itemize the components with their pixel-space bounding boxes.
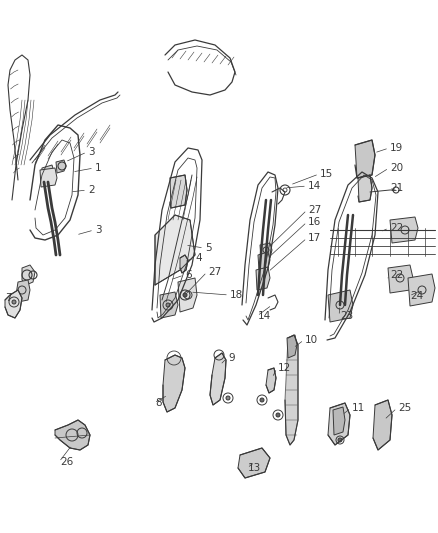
Polygon shape [285, 335, 298, 445]
Polygon shape [266, 368, 276, 393]
Polygon shape [408, 274, 435, 306]
Circle shape [276, 413, 280, 417]
Text: 6: 6 [185, 270, 192, 280]
Text: 17: 17 [308, 233, 321, 243]
Polygon shape [163, 355, 185, 412]
Polygon shape [5, 290, 22, 318]
Text: 5: 5 [205, 243, 212, 253]
Circle shape [166, 303, 170, 307]
Circle shape [12, 300, 16, 304]
Text: 18: 18 [230, 290, 243, 300]
Text: 14: 14 [308, 181, 321, 191]
Polygon shape [256, 267, 270, 290]
Text: 7: 7 [5, 293, 12, 303]
Circle shape [338, 438, 342, 442]
Text: 4: 4 [195, 253, 201, 263]
Circle shape [260, 398, 264, 402]
Polygon shape [160, 292, 178, 318]
Polygon shape [56, 160, 66, 173]
Text: 2: 2 [88, 185, 95, 195]
Polygon shape [41, 165, 54, 182]
Text: 24: 24 [410, 291, 423, 301]
Polygon shape [355, 140, 375, 178]
Text: 25: 25 [398, 403, 411, 413]
Text: 21: 21 [390, 183, 403, 193]
Polygon shape [328, 290, 353, 322]
Text: 14: 14 [258, 311, 271, 321]
Text: 22: 22 [390, 223, 403, 233]
Text: 15: 15 [320, 169, 333, 179]
Polygon shape [390, 217, 418, 243]
Text: 16: 16 [308, 217, 321, 227]
Polygon shape [210, 353, 226, 405]
Text: 23: 23 [340, 311, 353, 321]
Polygon shape [333, 407, 345, 435]
Polygon shape [155, 215, 195, 285]
Circle shape [183, 293, 187, 297]
Polygon shape [388, 265, 413, 293]
Polygon shape [328, 403, 350, 445]
Polygon shape [260, 243, 272, 260]
Text: 12: 12 [278, 363, 291, 373]
Polygon shape [16, 280, 30, 302]
Text: 8: 8 [155, 398, 162, 408]
Text: 3: 3 [88, 147, 95, 157]
Polygon shape [40, 168, 57, 187]
Text: 1: 1 [95, 163, 102, 173]
Polygon shape [170, 175, 187, 208]
Polygon shape [358, 175, 372, 202]
Text: 20: 20 [390, 163, 403, 173]
Polygon shape [55, 420, 90, 450]
Polygon shape [180, 255, 188, 273]
Polygon shape [238, 448, 270, 478]
Text: 19: 19 [390, 143, 403, 153]
Text: 22: 22 [390, 270, 403, 280]
Polygon shape [373, 400, 392, 450]
Polygon shape [178, 278, 197, 312]
Circle shape [226, 396, 230, 400]
Text: 10: 10 [305, 335, 318, 345]
Polygon shape [22, 265, 35, 285]
Polygon shape [258, 252, 270, 270]
Text: 13: 13 [248, 463, 261, 473]
Text: 9: 9 [228, 353, 235, 363]
Text: 27: 27 [308, 205, 321, 215]
Text: 11: 11 [352, 403, 365, 413]
Text: 27: 27 [208, 267, 221, 277]
Text: 3: 3 [95, 225, 102, 235]
Polygon shape [287, 335, 297, 358]
Text: 26: 26 [60, 457, 73, 467]
